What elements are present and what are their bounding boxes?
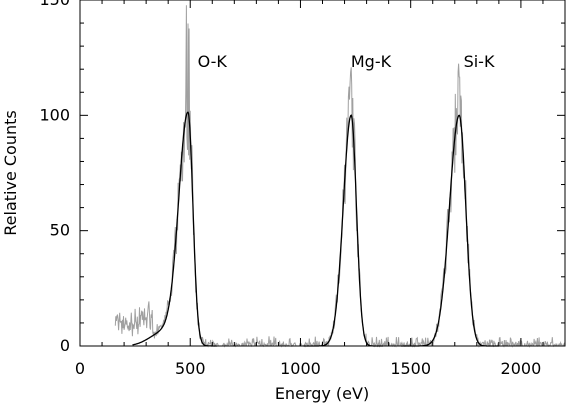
x-tick-label: 2000 bbox=[501, 359, 542, 378]
peak-label-o-k: O-K bbox=[198, 52, 228, 71]
measured-spectrum-line bbox=[114, 5, 566, 348]
plot-area bbox=[114, 5, 566, 348]
fit-curve-si-k bbox=[401, 114, 499, 347]
x-tick-label: 500 bbox=[175, 359, 206, 378]
x-tick-label: 1500 bbox=[390, 359, 431, 378]
fit-curve-mg-k bbox=[303, 114, 383, 347]
x-tick-label: 1000 bbox=[280, 359, 321, 378]
peak-label-mg-k: Mg-K bbox=[351, 52, 392, 71]
y-axis-label: Relative Counts bbox=[1, 110, 20, 235]
y-tick-label: 0 bbox=[60, 336, 70, 355]
axes: 0 500 1000 1500 2000 0 50 100 150 bbox=[39, 0, 565, 378]
y-tick-label: 50 bbox=[50, 221, 70, 240]
x-axis-label: Energy (eV) bbox=[275, 384, 369, 403]
peak-label-si-k: Si-K bbox=[464, 52, 495, 71]
y-tick-label: 150 bbox=[39, 0, 70, 9]
fit-curve-o-k bbox=[132, 111, 218, 347]
y-tick-label: 100 bbox=[39, 105, 70, 124]
annotations: O-K Mg-K Si-K bbox=[198, 52, 495, 71]
x-tick-label: 0 bbox=[75, 359, 85, 378]
